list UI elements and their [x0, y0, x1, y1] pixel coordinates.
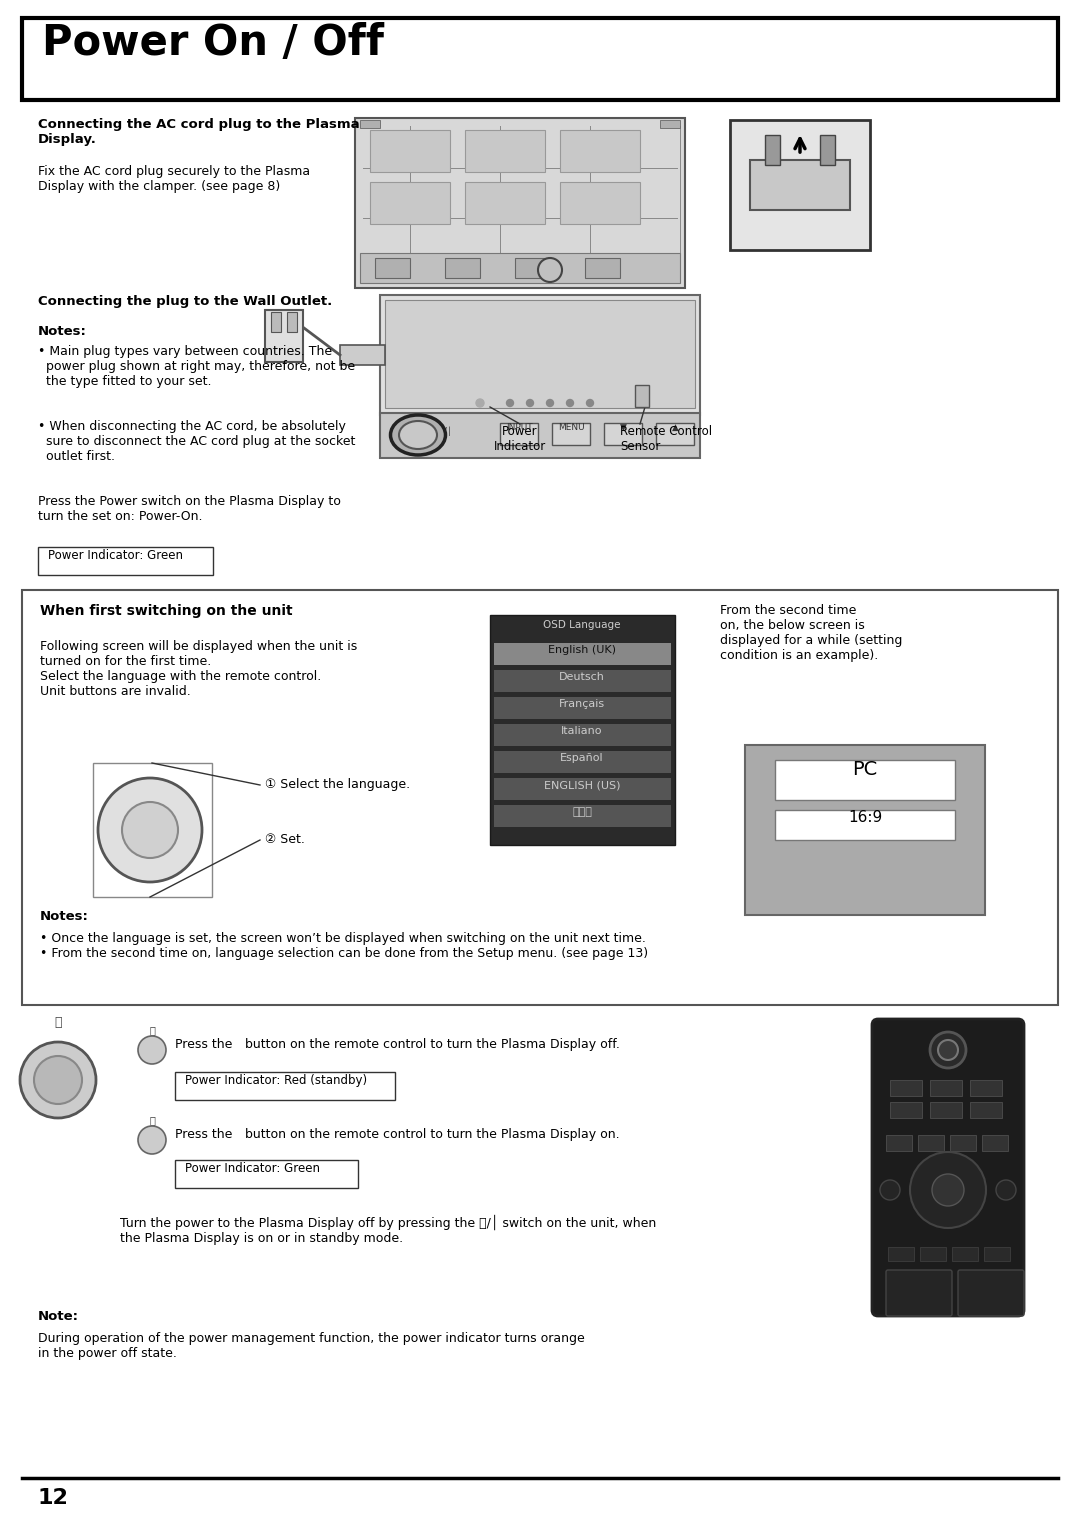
Text: Following screen will be displayed when the unit is
turned on for the first time: Following screen will be displayed when …	[40, 640, 357, 698]
FancyBboxPatch shape	[490, 614, 675, 845]
FancyBboxPatch shape	[765, 134, 780, 165]
FancyBboxPatch shape	[370, 182, 450, 225]
FancyBboxPatch shape	[970, 1080, 1002, 1096]
FancyBboxPatch shape	[750, 160, 850, 209]
Text: Fix the AC cord plug securely to the Plasma
Display with the clamper. (see page : Fix the AC cord plug securely to the Pla…	[38, 165, 310, 193]
FancyBboxPatch shape	[175, 1160, 357, 1187]
FancyBboxPatch shape	[775, 810, 955, 840]
FancyBboxPatch shape	[920, 1247, 946, 1261]
Text: Power Indicator: Green: Power Indicator: Green	[185, 1161, 320, 1175]
FancyBboxPatch shape	[465, 130, 545, 173]
FancyBboxPatch shape	[380, 413, 700, 458]
Text: OK: OK	[143, 825, 158, 834]
FancyBboxPatch shape	[271, 312, 281, 332]
FancyBboxPatch shape	[494, 697, 671, 720]
Text: When first switching on the unit: When first switching on the unit	[40, 604, 293, 617]
Text: Italiano: Italiano	[562, 726, 603, 736]
FancyBboxPatch shape	[494, 669, 671, 692]
Text: Note:: Note:	[38, 1309, 79, 1323]
FancyBboxPatch shape	[585, 258, 620, 278]
Text: ⏻: ⏻	[945, 1027, 950, 1038]
Text: Connecting the plug to the Wall Outlet.: Connecting the plug to the Wall Outlet.	[38, 295, 333, 309]
FancyBboxPatch shape	[918, 1135, 944, 1151]
Text: 日本語: 日本語	[572, 807, 592, 817]
Circle shape	[586, 399, 594, 406]
FancyBboxPatch shape	[635, 385, 649, 406]
Text: ⏻: ⏻	[149, 1115, 154, 1125]
FancyBboxPatch shape	[745, 746, 985, 915]
Text: MENU: MENU	[557, 423, 584, 432]
Text: Power Indicator: Red (standby): Power Indicator: Red (standby)	[185, 1074, 367, 1086]
FancyBboxPatch shape	[494, 643, 671, 665]
FancyBboxPatch shape	[984, 1247, 1010, 1261]
FancyBboxPatch shape	[930, 1102, 962, 1118]
FancyBboxPatch shape	[287, 312, 297, 332]
Circle shape	[880, 1180, 900, 1199]
Circle shape	[939, 1041, 958, 1060]
FancyBboxPatch shape	[561, 130, 640, 173]
Ellipse shape	[399, 422, 437, 449]
FancyBboxPatch shape	[872, 1019, 1024, 1316]
Circle shape	[476, 399, 484, 406]
Text: Connecting the AC cord plug to the Plasma
Display.: Connecting the AC cord plug to the Plasm…	[38, 118, 360, 147]
FancyBboxPatch shape	[886, 1270, 951, 1316]
Text: ② Set.: ② Set.	[265, 833, 305, 847]
Circle shape	[33, 1056, 82, 1105]
FancyBboxPatch shape	[775, 759, 955, 801]
Text: Turn the power to the Plasma Display off by pressing the ⒦/│ switch on the unit,: Turn the power to the Plasma Display off…	[120, 1215, 657, 1245]
Ellipse shape	[391, 416, 446, 455]
Text: Notes:: Notes:	[38, 325, 86, 338]
FancyBboxPatch shape	[175, 1073, 395, 1100]
FancyBboxPatch shape	[340, 345, 384, 365]
Circle shape	[538, 258, 562, 283]
Text: ENGLISH (US): ENGLISH (US)	[543, 779, 620, 790]
FancyBboxPatch shape	[494, 750, 671, 773]
Text: Power
Indicator: Power Indicator	[494, 425, 546, 452]
Text: button on the remote control to turn the Plasma Display on.: button on the remote control to turn the…	[245, 1128, 620, 1141]
Text: 12: 12	[38, 1488, 69, 1508]
FancyBboxPatch shape	[494, 724, 671, 746]
Circle shape	[930, 1031, 966, 1068]
Circle shape	[910, 1152, 986, 1229]
FancyBboxPatch shape	[380, 295, 700, 416]
FancyBboxPatch shape	[886, 1135, 912, 1151]
FancyBboxPatch shape	[888, 1247, 914, 1261]
Text: ▼: ▼	[620, 423, 626, 432]
Text: ⏻: ⏻	[149, 1025, 154, 1034]
Text: Remote Control
Sensor: Remote Control Sensor	[620, 425, 712, 452]
FancyBboxPatch shape	[730, 121, 870, 251]
Text: 16:9: 16:9	[848, 810, 882, 825]
Circle shape	[546, 399, 554, 406]
Circle shape	[932, 1174, 964, 1206]
FancyBboxPatch shape	[958, 1270, 1024, 1316]
Text: Power On / Off: Power On / Off	[42, 21, 384, 64]
FancyBboxPatch shape	[494, 805, 671, 827]
Circle shape	[21, 1042, 96, 1118]
Circle shape	[567, 399, 573, 406]
FancyBboxPatch shape	[552, 423, 590, 445]
FancyBboxPatch shape	[890, 1080, 922, 1096]
FancyBboxPatch shape	[982, 1135, 1008, 1151]
Text: ▲: ▲	[672, 423, 678, 432]
Text: INPUT: INPUT	[505, 423, 532, 432]
FancyBboxPatch shape	[360, 254, 680, 283]
Circle shape	[122, 802, 178, 859]
Text: Français: Français	[559, 698, 605, 709]
FancyBboxPatch shape	[930, 1080, 962, 1096]
FancyBboxPatch shape	[561, 182, 640, 225]
FancyBboxPatch shape	[445, 258, 480, 278]
Text: Español: Español	[561, 753, 604, 762]
Text: From the second time
on, the below screen is
displayed for a while (setting
cond: From the second time on, the below scree…	[720, 604, 903, 662]
FancyBboxPatch shape	[38, 547, 213, 575]
FancyBboxPatch shape	[494, 778, 671, 801]
FancyBboxPatch shape	[660, 121, 680, 128]
FancyBboxPatch shape	[970, 1102, 1002, 1118]
FancyBboxPatch shape	[465, 182, 545, 225]
FancyBboxPatch shape	[656, 423, 694, 445]
FancyBboxPatch shape	[820, 134, 835, 165]
Circle shape	[138, 1036, 166, 1063]
FancyBboxPatch shape	[265, 310, 303, 362]
FancyBboxPatch shape	[515, 258, 550, 278]
Text: English (UK): English (UK)	[548, 645, 616, 656]
